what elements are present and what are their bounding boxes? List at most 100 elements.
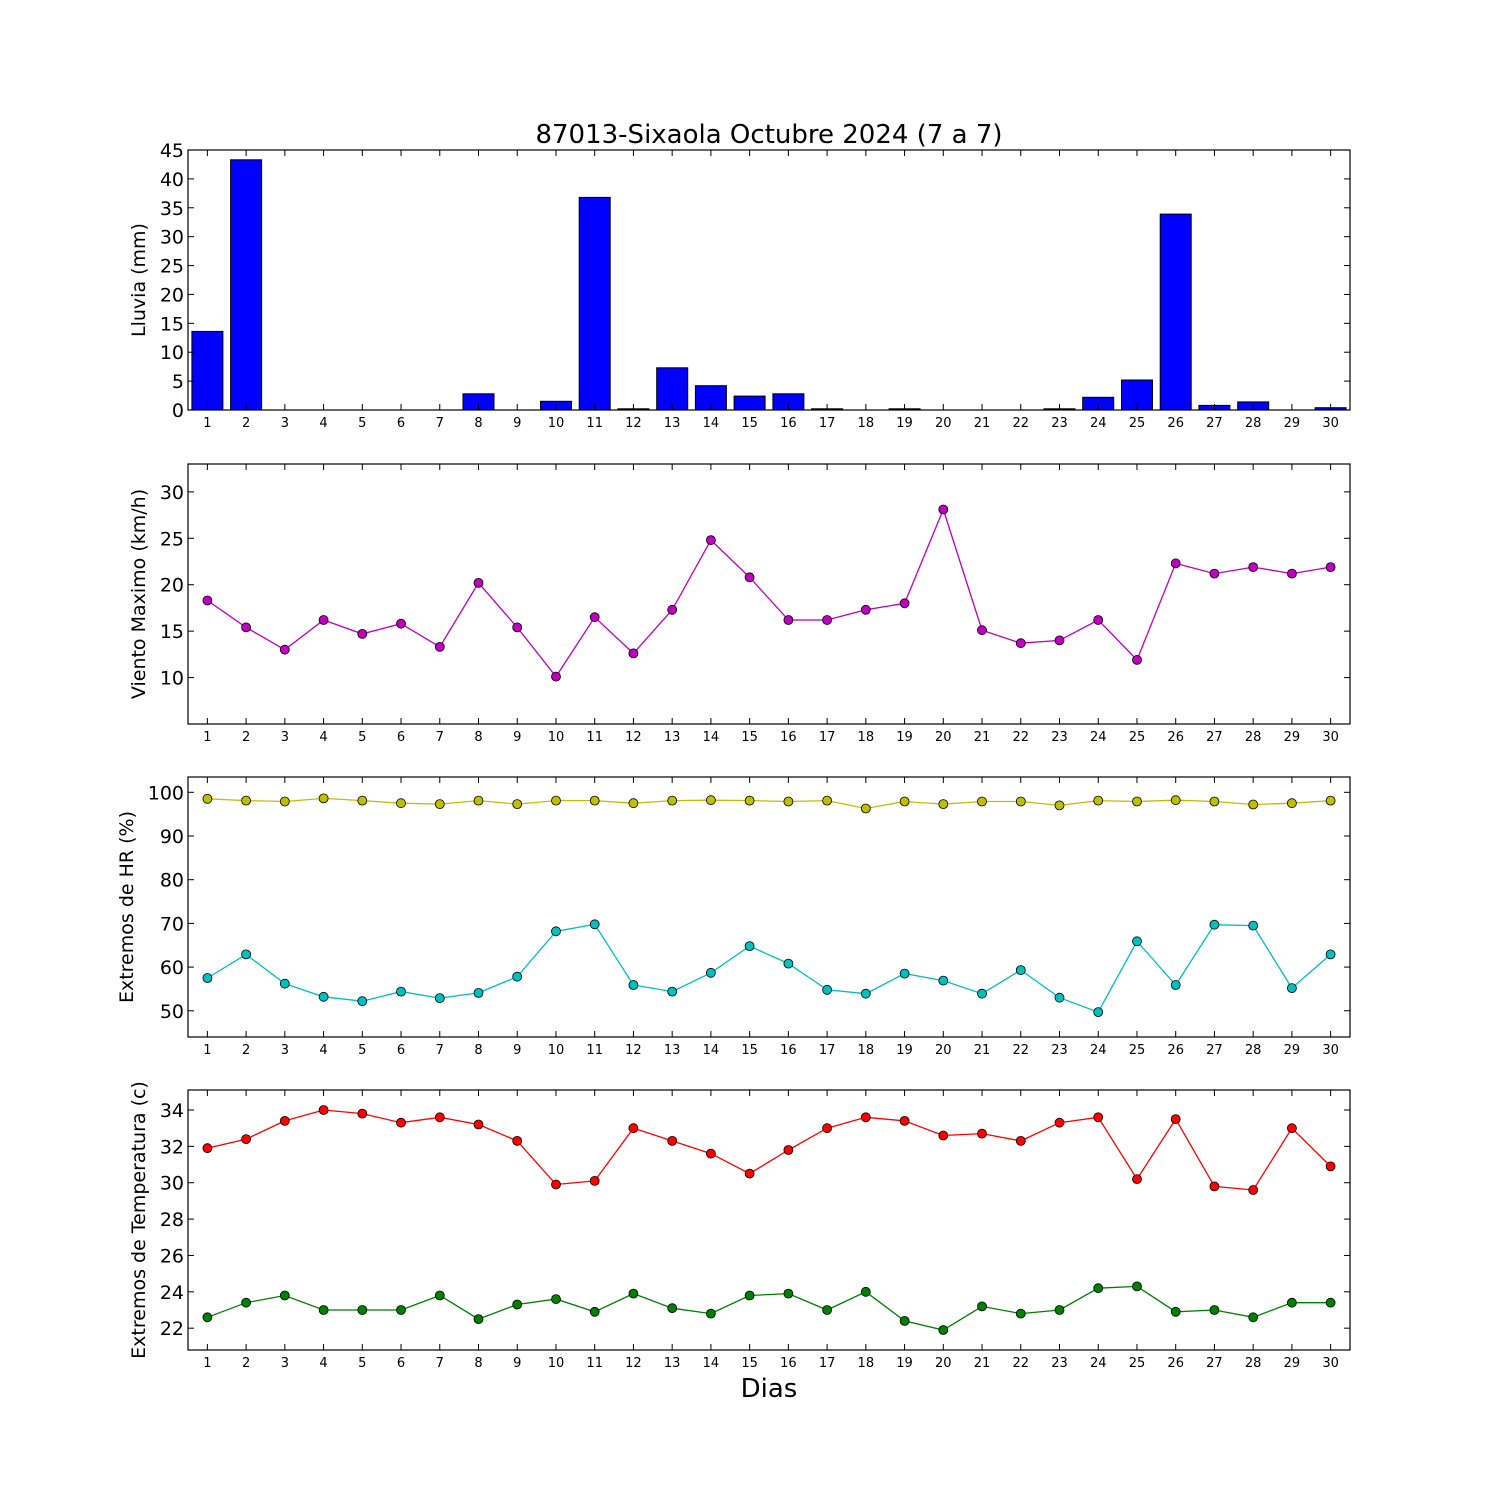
humidity-series-1-point-day-26 (1170, 980, 1181, 990)
temperature-xtick-label-11: 11 (586, 1356, 603, 1371)
rain-xtick-label-4: 4 (319, 416, 327, 431)
temperature-ytick-label-24: 24 (160, 1282, 184, 1304)
rain-xtick-label-23: 23 (1051, 416, 1068, 431)
rain-ytick-label-5: 5 (172, 371, 184, 393)
wind-xtick-label-8: 8 (474, 730, 482, 745)
rain-xtick-label-14: 14 (703, 416, 720, 431)
temperature-series-0-point-day-2 (241, 1134, 252, 1144)
wind-xtick-label-27: 27 (1206, 730, 1223, 745)
wind-series-0-point-day-14 (706, 535, 716, 545)
humidity-series-0-point-day-8 (473, 795, 484, 806)
temperature-xtick-label-19: 19 (896, 1356, 913, 1371)
temperature-series-0-point-day-12 (628, 1123, 639, 1134)
wind-series-0-point-day-24 (1093, 615, 1104, 625)
temperature-series-0-point-day-27 (1209, 1181, 1220, 1192)
temperature-series-0-point-day-26 (1170, 1114, 1181, 1124)
wind-series-0-point-day-15 (744, 572, 755, 583)
temperature-xtick-label-20: 20 (935, 1356, 952, 1371)
temperature-series-1-point-day-14 (706, 1308, 716, 1319)
humidity-series-0-point-day-22 (1015, 796, 1026, 807)
rain-xtick-label-26: 26 (1167, 416, 1184, 431)
rain-ytick-label-40: 40 (160, 169, 184, 191)
wind-series-0-point-day-22 (1015, 638, 1026, 649)
rain-xtick-label-9: 9 (513, 416, 521, 431)
rain-y-axis-label: Lluvia (mm) (128, 223, 150, 337)
wind-xtick-label-30: 30 (1322, 730, 1339, 745)
wind-ytick-label-25: 25 (160, 528, 184, 550)
rain-xtick-label-13: 13 (664, 416, 681, 431)
humidity-series-1-point-day-23 (1054, 992, 1065, 1003)
temperature-series-0-point-day-7 (434, 1112, 445, 1123)
temperature-series-1-point-day-18 (860, 1286, 871, 1297)
humidity-series-1-point-day-17 (822, 984, 832, 995)
humidity-series-0-point-day-14 (706, 795, 716, 806)
humidity-ytick-label-60: 60 (160, 957, 184, 979)
humidity-xtick-label-9: 9 (513, 1043, 521, 1058)
humidity-series-1-line (207, 923, 1332, 1013)
temperature-series-0-point-day-3 (279, 1116, 290, 1126)
rain-xtick-label-25: 25 (1129, 416, 1146, 431)
temperature-series-1-point-day-15 (744, 1290, 755, 1301)
rain-xtick-label-15: 15 (741, 416, 758, 431)
rain-xtick-label-7: 7 (436, 416, 444, 431)
temperature-series-1-point-day-5 (357, 1305, 368, 1315)
humidity-series-1-point-day-22 (1015, 965, 1026, 975)
wind-xtick-label-18: 18 (858, 730, 875, 745)
wind-ytick-label-15: 15 (160, 621, 184, 643)
temperature-xtick-label-3: 3 (281, 1356, 289, 1371)
temperature-series-1-point-day-4 (318, 1305, 329, 1315)
temperature-series-0-point-day-23 (1054, 1117, 1065, 1128)
wind-xtick-label-10: 10 (548, 730, 565, 745)
wind-series-0-point-day-17 (822, 615, 832, 625)
wind-series-0-point-day-12 (628, 648, 639, 659)
humidity-series-1-point-day-30 (1325, 949, 1336, 960)
wind-xtick-label-6: 6 (397, 730, 405, 745)
humidity-series-0-point-day-28 (1248, 799, 1259, 810)
humidity-series-1-point-day-4 (318, 991, 329, 1002)
temperature-xtick-label-25: 25 (1129, 1356, 1146, 1371)
wind-xtick-label-25: 25 (1129, 730, 1146, 745)
wind-series-0-point-day-3 (279, 644, 290, 655)
wind-xtick-label-20: 20 (935, 730, 952, 745)
temperature-axes-frame (187, 1089, 1351, 1351)
humidity-ytick-label-80: 80 (160, 870, 184, 892)
humidity-xtick-label-20: 20 (935, 1043, 952, 1058)
temperature-ytick-label-34: 34 (160, 1100, 184, 1122)
wind-series-0-point-day-2 (241, 622, 252, 633)
temperature-series-0-point-day-17 (822, 1123, 832, 1134)
rain-ytick-label-45: 45 (160, 140, 184, 162)
temperature-ytick-label-22: 22 (160, 1318, 184, 1340)
humidity-xtick-label-10: 10 (548, 1043, 565, 1058)
humidity-series-1-point-day-6 (396, 986, 406, 997)
humidity-series-0-point-day-25 (1132, 796, 1142, 807)
humidity-series-0-point-day-23 (1054, 800, 1065, 811)
humidity-series-1-point-day-27 (1209, 919, 1220, 930)
temperature-ytick-label-32: 32 (160, 1136, 184, 1158)
humidity-xtick-label-15: 15 (741, 1043, 758, 1058)
wind-xtick-label-12: 12 (625, 730, 642, 745)
humidity-series-1-point-day-25 (1132, 936, 1142, 947)
temperature-series-0-point-day-25 (1132, 1174, 1142, 1184)
humidity-series-1-point-day-12 (628, 980, 639, 990)
humidity-series-0-point-day-3 (279, 796, 290, 807)
temperature-series-0-point-day-5 (357, 1108, 368, 1119)
wind-series-0-line (207, 507, 1331, 678)
wind-xtick-label-19: 19 (896, 730, 913, 745)
humidity-ytick-label-50: 50 (160, 1001, 184, 1023)
humidity-series-1-point-day-5 (357, 996, 368, 1007)
humidity-series-0-point-day-27 (1209, 796, 1220, 807)
humidity-xtick-label-16: 16 (780, 1043, 797, 1058)
humidity-series-1-point-day-29 (1287, 983, 1297, 993)
temperature-series-0-line (207, 1109, 1332, 1191)
wind-series-0-point-day-1 (202, 595, 213, 606)
wind-xtick-label-29: 29 (1284, 730, 1301, 745)
humidity-xtick-label-23: 23 (1051, 1043, 1068, 1058)
temperature-series-1-point-day-22 (1015, 1308, 1026, 1319)
humidity-series-0-point-day-11 (589, 795, 600, 806)
rain-xtick-label-20: 20 (935, 416, 952, 431)
rain-xtick-label-29: 29 (1284, 416, 1301, 431)
rain-ytick-label-10: 10 (160, 342, 184, 364)
humidity-series-0-point-day-20 (938, 799, 949, 809)
wind-xtick-label-14: 14 (703, 730, 720, 745)
humidity-series-1-point-day-21 (977, 988, 987, 999)
